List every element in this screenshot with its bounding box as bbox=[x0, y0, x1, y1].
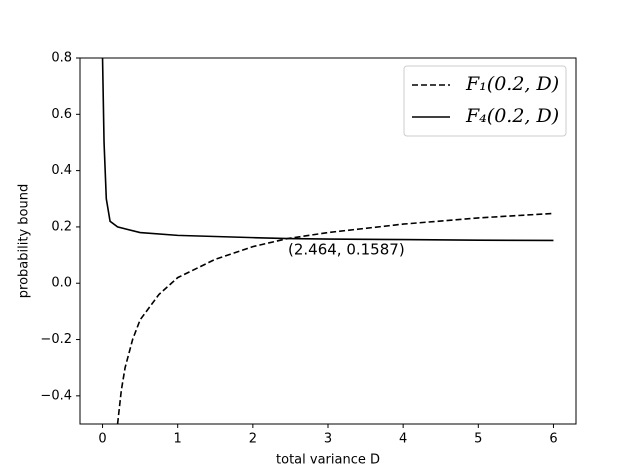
y-tick-label: −0.4 bbox=[40, 388, 72, 403]
line-series bbox=[101, 58, 554, 242]
y-axis-label: probability bound bbox=[17, 184, 32, 298]
x-tick-label: 5 bbox=[474, 432, 482, 447]
x-tick-label: 6 bbox=[549, 432, 557, 447]
plot-frame bbox=[79, 57, 577, 425]
x-tick-label: 1 bbox=[174, 432, 182, 447]
x-tick-label: 0 bbox=[98, 432, 106, 447]
annotation: (2.464, 0.1587) bbox=[288, 241, 405, 259]
y-tick-label: 0.0 bbox=[51, 276, 72, 291]
x-tick-label: 4 bbox=[399, 432, 407, 447]
y-tick-label: −0.2 bbox=[40, 332, 72, 347]
x-axis-label: total variance D bbox=[276, 453, 380, 468]
x-tick-label: 2 bbox=[249, 432, 257, 447]
line-series bbox=[116, 212, 554, 424]
y-tick-label: 0.6 bbox=[51, 107, 72, 122]
y-tick-label: 0.2 bbox=[51, 219, 72, 234]
legend-label: F₁(0.2, D) bbox=[465, 73, 559, 95]
legend-box bbox=[403, 65, 567, 137]
x-tick-label: 3 bbox=[324, 432, 332, 447]
y-tick-label: 0.4 bbox=[51, 163, 72, 178]
legend-label: F₄(0.2, D) bbox=[465, 105, 559, 127]
y-tick-label: 0.8 bbox=[51, 51, 72, 66]
